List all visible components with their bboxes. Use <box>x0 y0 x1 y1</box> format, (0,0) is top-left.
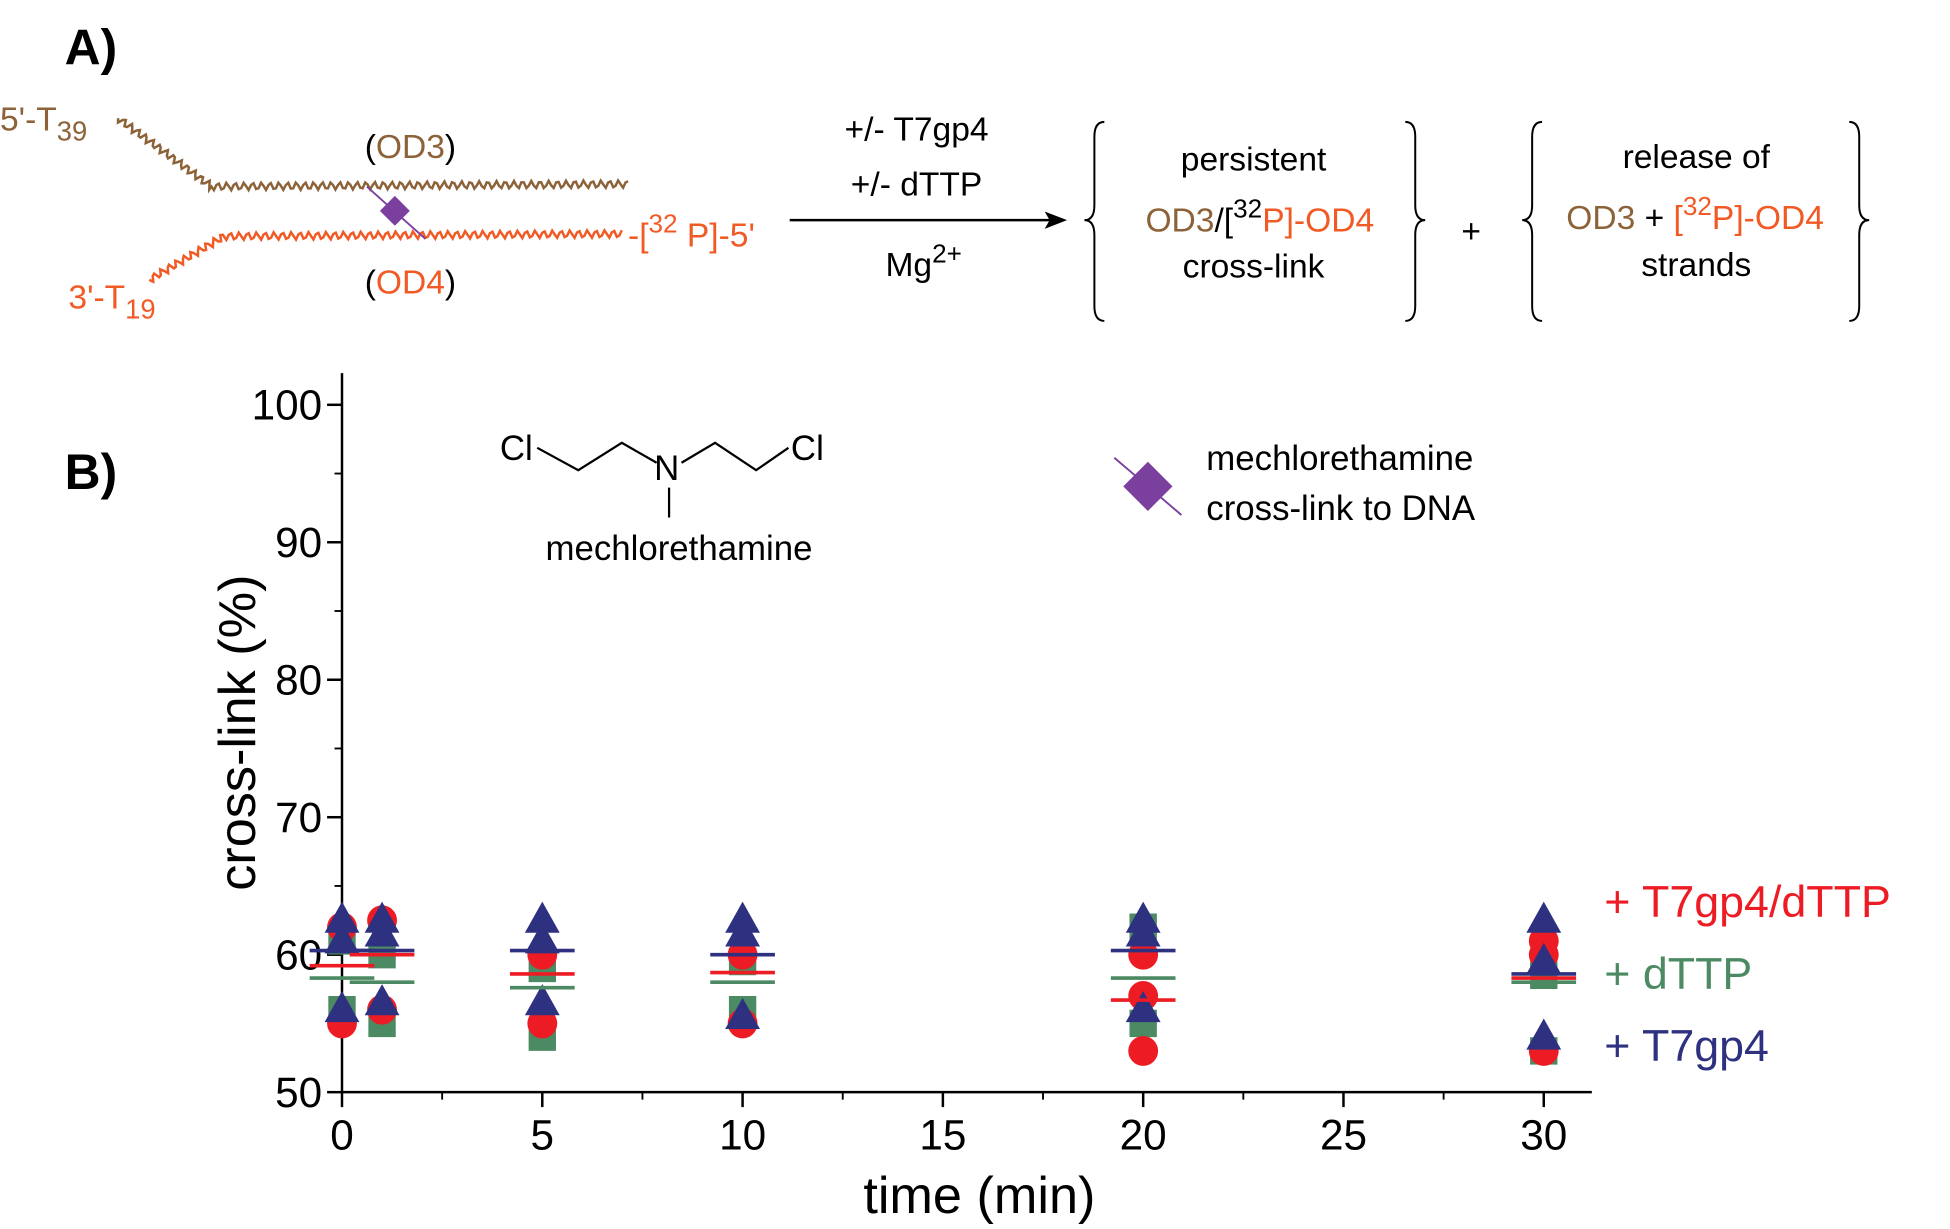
data-point <box>725 915 760 947</box>
od3: OD3 <box>1145 202 1214 239</box>
data-point <box>1125 991 1161 1023</box>
label-text: P]-5' <box>678 217 755 254</box>
text: + <box>1635 200 1673 237</box>
data-point <box>1128 939 1159 970</box>
paren: ( <box>365 265 376 302</box>
strand-sub: 19 <box>125 293 155 324</box>
radiolabel: -[32 P]-5' <box>628 209 755 255</box>
product-text: release of <box>1623 139 1771 176</box>
diagram-shapes <box>116 118 1870 518</box>
x-tick-label: 5 <box>531 1111 555 1158</box>
text: /[ <box>1214 202 1233 239</box>
y-tick-label: 90 <box>275 519 322 566</box>
data-point <box>527 1008 558 1039</box>
ion: Mg <box>885 247 932 284</box>
sup: 32 <box>1233 194 1262 224</box>
ion-sup: 2+ <box>932 238 962 268</box>
key-text: mechlorethamine <box>1206 439 1473 478</box>
data-point <box>324 991 360 1023</box>
x-tick-label: 15 <box>919 1111 966 1158</box>
data-point <box>1526 901 1562 933</box>
condition: +/- dTTP <box>851 166 983 203</box>
y-axis-title: cross-link (%) <box>209 575 267 891</box>
plus: + <box>1461 214 1481 251</box>
data-point <box>364 915 400 947</box>
od4: OD4 <box>376 265 445 302</box>
panel-label: A) <box>65 20 117 76</box>
x-tick-label: 10 <box>719 1111 766 1158</box>
y-tick-label: 100 <box>252 382 323 429</box>
data-point <box>1526 1018 1562 1050</box>
key-text: cross-link to DNA <box>1206 489 1476 528</box>
condition: Mg2+ <box>885 238 961 284</box>
x-tick-label: 30 <box>1520 1111 1567 1158</box>
sup: 32 <box>1683 191 1712 221</box>
data-point <box>524 901 560 933</box>
strand-text: 3'-T <box>68 279 125 316</box>
crosslink-diamond <box>379 195 410 226</box>
paren: ( <box>365 129 376 166</box>
x-tick-label: 25 <box>1320 1111 1367 1158</box>
od3: OD3 <box>376 129 445 166</box>
od3-label: (OD3) <box>365 129 456 166</box>
product-text: cross-link <box>1183 248 1325 285</box>
y-tick-label: 80 <box>275 657 322 704</box>
data-point <box>364 984 400 1016</box>
x-tick-label: 20 <box>1120 1111 1167 1158</box>
legend-label: + T7gp4 <box>1604 1021 1769 1071</box>
strand-text: 5'-T <box>0 102 57 139</box>
product-text: OD3/[32P]-OD4 <box>1145 194 1374 240</box>
arrow-head <box>1044 211 1068 229</box>
brace <box>1405 120 1426 322</box>
y-tick-label: 60 <box>275 932 322 979</box>
molecule-name: mechlorethamine <box>546 529 813 568</box>
strand <box>148 227 623 284</box>
legend-label: + T7gp4/dTTP <box>1604 877 1891 927</box>
strand-label: 5'-T39 <box>0 102 87 147</box>
y-tick-label: 70 <box>275 794 322 841</box>
paren: ) <box>445 265 456 302</box>
strand <box>116 118 629 194</box>
atom: N <box>654 449 679 488</box>
data-point <box>1125 915 1161 947</box>
brace <box>1522 120 1543 322</box>
x-axis-title: time (min) <box>863 1167 1095 1225</box>
brace <box>1084 120 1105 322</box>
strand-label: 3'-T19 <box>68 279 155 324</box>
text: [ <box>1674 200 1684 237</box>
data-point <box>324 901 360 933</box>
od3: OD3 <box>1566 200 1635 237</box>
key-diamond <box>1123 461 1173 512</box>
brace <box>1849 120 1870 322</box>
data-point <box>324 922 360 954</box>
data-point <box>524 922 560 954</box>
product-text: persistent <box>1181 141 1327 178</box>
data-point <box>725 997 760 1029</box>
x-tick-label: 0 <box>330 1111 354 1158</box>
strand-sub: 39 <box>57 116 87 147</box>
od4-label: (OD4) <box>365 265 456 302</box>
y-tick-label: 50 <box>275 1069 322 1116</box>
atom: Cl <box>791 429 824 468</box>
od4: P]-OD4 <box>1712 200 1824 237</box>
product-text: OD3 + [32P]-OD4 <box>1566 191 1824 237</box>
product-text: strands <box>1641 247 1751 284</box>
legend-label: + dTTP <box>1604 949 1752 999</box>
bond <box>536 441 790 518</box>
od4: P]-OD4 <box>1262 202 1374 239</box>
label-text: -[ <box>628 217 649 254</box>
plot: 50 60 70 80 90 100 0 5 10 15 20 25 30 time (min) cross… <box>209 373 1891 1225</box>
data-point <box>1128 1035 1159 1066</box>
label-sup: 32 <box>649 209 678 239</box>
data-point <box>1526 942 1562 975</box>
condition: +/- T7gp4 <box>845 112 989 149</box>
atom: Cl <box>500 429 533 468</box>
paren: ) <box>445 129 456 166</box>
data-point <box>524 984 560 1016</box>
panel-label: B) <box>65 444 117 500</box>
